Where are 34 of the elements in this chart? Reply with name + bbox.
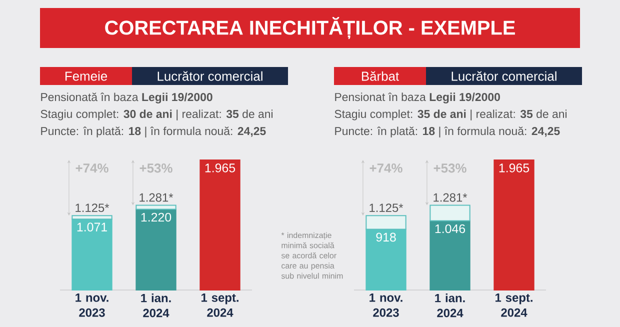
data-label: 1.220	[141, 212, 172, 222]
bar	[136, 204, 176, 210]
text: CORECTAREA INECHITĂȚILOR - EXEMPLE	[105, 16, 515, 40]
annotation: 1.281*	[140, 193, 174, 202]
data-label: 1.071	[77, 222, 107, 232]
bar	[72, 218, 112, 290]
data-label: 918	[376, 232, 396, 242]
annotation: 1.125*	[76, 204, 110, 212]
x-tick-label: 1 nov. 2023	[370, 294, 402, 317]
x-tick-label: 1 sept. 2024	[495, 294, 532, 317]
data-label: 1.965	[499, 164, 530, 172]
x-tick-label: 1 nov. 2023	[76, 294, 108, 317]
chart-subtitle: Lucrător comercial	[158, 71, 262, 81]
data-label: 1.046	[435, 224, 466, 234]
bar	[494, 160, 534, 290]
text: Puncte: în plată: 18 | în formula nouă: 24,25	[41, 126, 266, 138]
x-tick-label: 1 sept. 2024	[201, 294, 238, 317]
bar	[200, 160, 240, 290]
chart-subtitle: Lucrător comercial	[452, 71, 556, 81]
text: Puncte: în plată: 18 | în formula nouă: 24,25	[335, 126, 560, 138]
x-tick-label: 1 ian. 2024	[141, 294, 171, 318]
chart-title: Bărbat	[362, 71, 399, 81]
bar	[136, 208, 176, 290]
bar	[430, 220, 470, 290]
text: Pensionat în baza Legii 19/2000	[335, 92, 500, 104]
annotation: 1.125*	[370, 204, 404, 212]
chart-title: Femeie	[65, 71, 108, 81]
text: Pensionată în baza Legii 19/2000	[41, 92, 212, 104]
annotation: 1.281*	[434, 193, 468, 202]
data-label: 1.965	[205, 164, 236, 172]
bar	[430, 204, 470, 222]
x-tick-label: 1 ian. 2024	[435, 294, 465, 318]
text: Stagiu complet: 35 de ani | realizat: 35 de ani	[334, 110, 566, 120]
text: Stagiu complet: 30 de ani | realizat: 35 de ani	[40, 110, 272, 120]
